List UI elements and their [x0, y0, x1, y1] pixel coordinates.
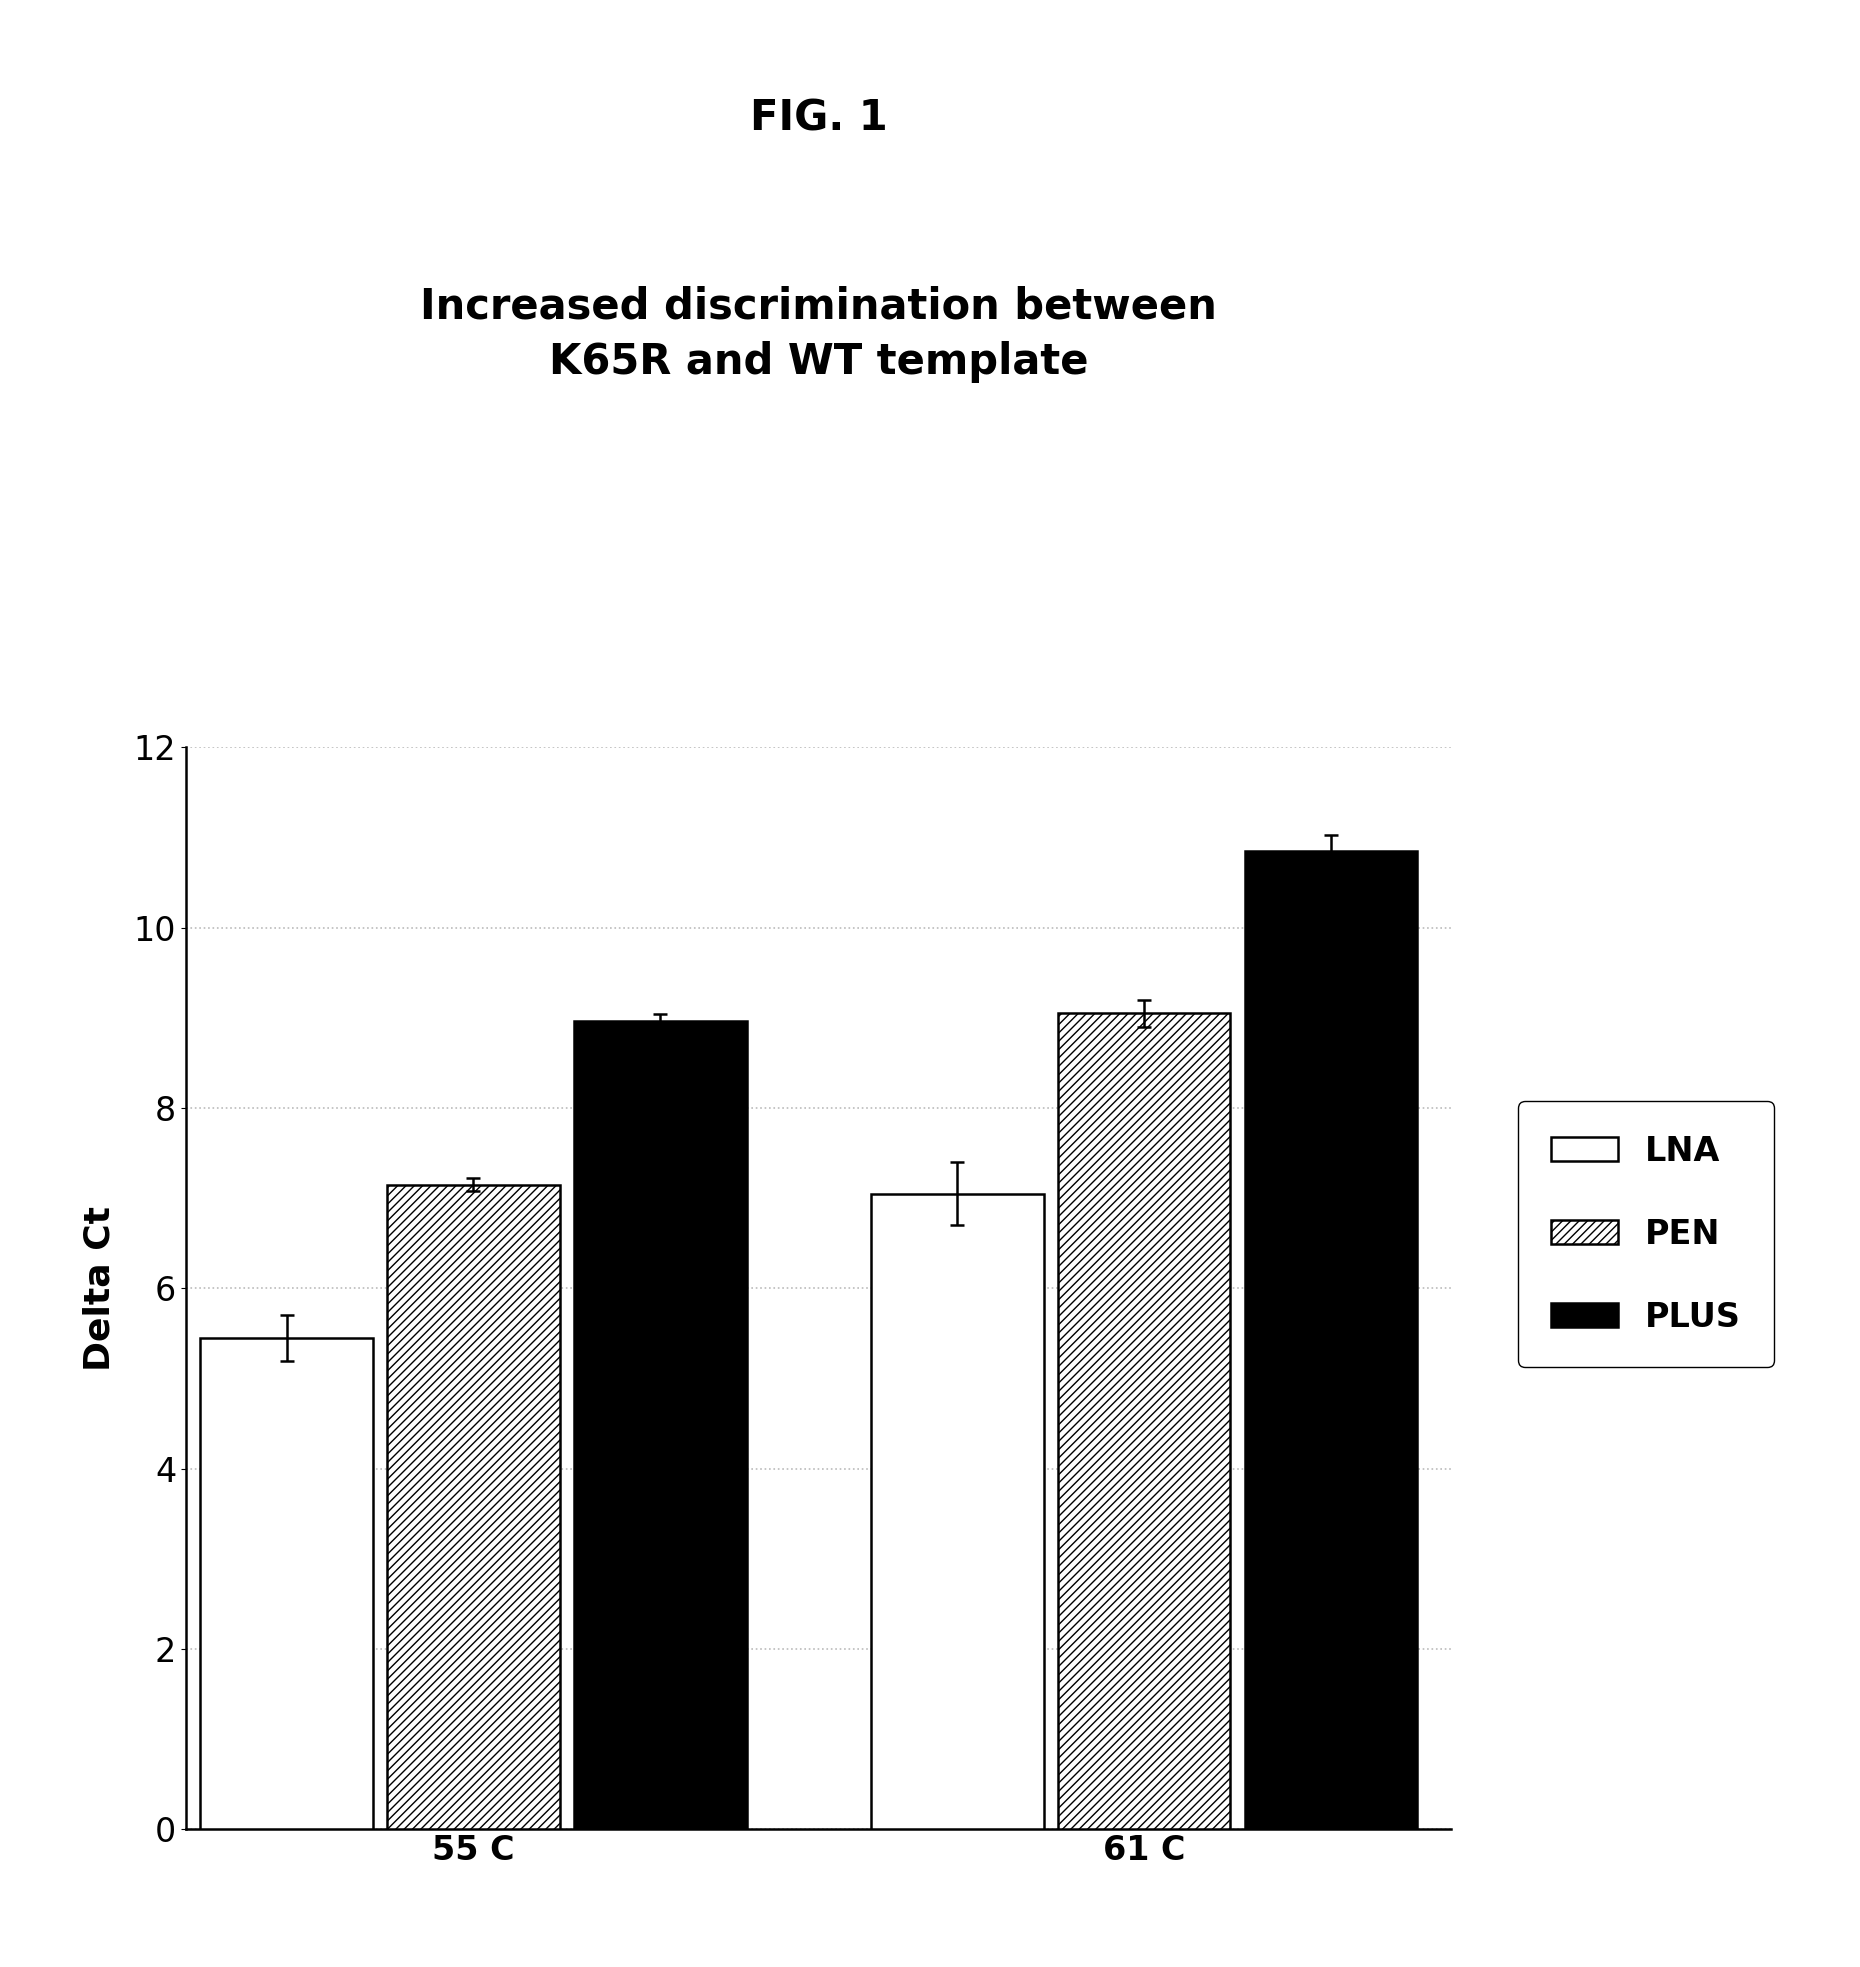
Bar: [1244, 852, 1417, 1829]
Text: FIG. 1: FIG. 1: [750, 96, 887, 140]
Bar: [1058, 1013, 1231, 1829]
Bar: [870, 1194, 1043, 1829]
Text: Increased discrimination between
K65R and WT template: Increased discrimination between K65R an…: [420, 285, 1216, 384]
Bar: [387, 1184, 560, 1829]
Bar: [575, 1021, 746, 1829]
Bar: [201, 1338, 372, 1829]
Y-axis label: Delta Ct: Delta Ct: [84, 1206, 117, 1371]
Legend: LNA, PEN, PLUS: LNA, PEN, PLUS: [1518, 1102, 1774, 1367]
